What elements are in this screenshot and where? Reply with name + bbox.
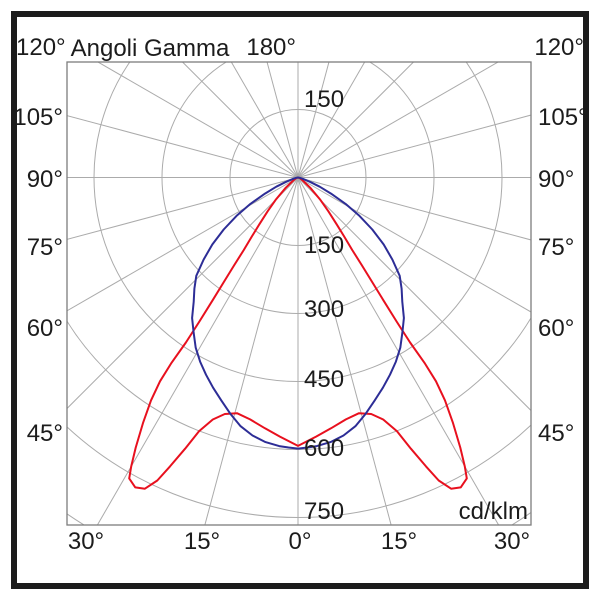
- gamma-label-left-60: 60°: [27, 315, 63, 342]
- unit-label: cd/klm: [459, 498, 528, 525]
- labels-layer: 120° Angoli Gamma 180° 120° 105° 90° 75°…: [13, 34, 587, 555]
- ring-label-150-top: 150: [304, 86, 344, 113]
- gamma-label-right-45: 45°: [538, 420, 574, 447]
- grid-spoke-330: [96, 177, 299, 525]
- gamma-label-right-120: 120°: [534, 34, 584, 61]
- plot-border: [66, 61, 532, 526]
- grid-spoke-255: [67, 115, 299, 178]
- grid-spoke-30: [297, 177, 500, 525]
- grid-spoke-45: [297, 177, 531, 412]
- gamma-label-bottom-15-right: 15°: [381, 528, 417, 555]
- gamma-label-top-180: 180°: [246, 34, 296, 61]
- grid-spoke-15: [297, 177, 392, 525]
- curves-layer: [128, 176, 468, 490]
- gamma-label-bottom-30-left: 30°: [68, 528, 104, 555]
- gamma-label-left-75: 75°: [27, 234, 63, 261]
- grid-spoke-60: [297, 177, 531, 313]
- grid-spoke-285: [67, 177, 299, 240]
- grid-spoke-195: [266, 62, 299, 178]
- grid-spoke-300: [67, 177, 299, 312]
- grid-spoke-75: [297, 177, 531, 241]
- grid-spoke-315: [67, 177, 299, 410]
- gamma-label-left-105: 105°: [13, 104, 63, 131]
- red-curve: [128, 176, 468, 490]
- grid-spoke-135: [297, 62, 415, 178]
- gamma-label-right-75: 75°: [538, 234, 574, 261]
- gamma-label-left-90: 90°: [27, 166, 63, 193]
- grid-spoke-165: [297, 62, 330, 178]
- blue-curve: [191, 176, 405, 450]
- gamma-label-left-120: 120°: [16, 34, 66, 61]
- gamma-label-right-105: 105°: [538, 104, 588, 131]
- ring-label-600: 600: [304, 435, 344, 462]
- gamma-label-right-60: 60°: [538, 315, 574, 342]
- grid-spoke-150: [297, 62, 366, 178]
- ring-label-150-bottom: 150: [304, 232, 344, 259]
- ring-label-450: 450: [304, 366, 344, 393]
- grid-spoke-345: [204, 177, 299, 525]
- chart-title: Angoli Gamma: [71, 35, 230, 62]
- grid-spoke-210: [230, 62, 299, 178]
- grid-spoke-225: [181, 62, 299, 178]
- gamma-label-bottom-15-left: 15°: [184, 528, 220, 555]
- gamma-label-bottom-0: 0°: [289, 528, 312, 555]
- ring-label-750: 750: [304, 498, 344, 525]
- grid-spoke-105: [297, 114, 531, 178]
- grid-spoke-240: [96, 62, 299, 178]
- grid-spoke-120: [297, 62, 500, 178]
- gamma-label-bottom-30-right: 30°: [494, 528, 530, 555]
- gamma-label-left-45: 45°: [27, 420, 63, 447]
- gamma-label-right-90: 90°: [538, 166, 574, 193]
- ring-label-300: 300: [304, 296, 344, 323]
